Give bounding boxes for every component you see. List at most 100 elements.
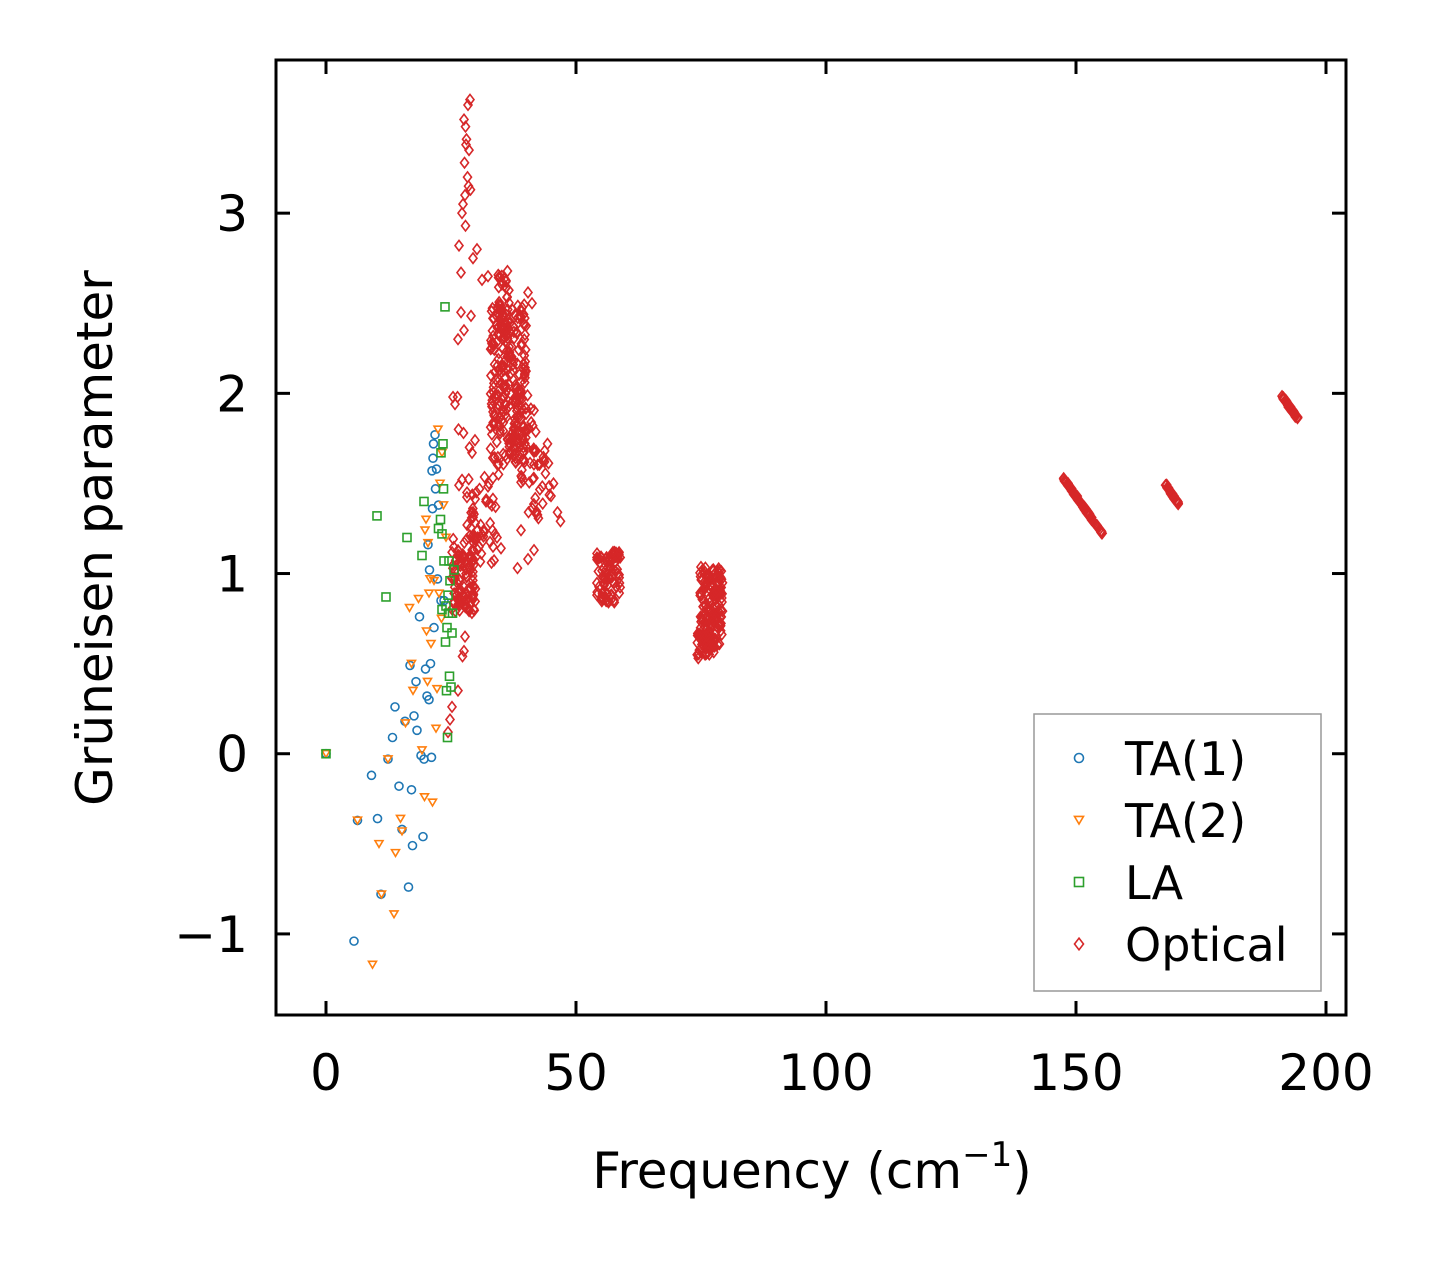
legend-item: LA <box>1073 856 1184 910</box>
data-point <box>695 610 706 624</box>
data-point <box>523 505 534 519</box>
data-point <box>482 269 494 283</box>
data-point <box>707 571 718 585</box>
data-point <box>444 671 455 682</box>
data-point <box>552 505 563 519</box>
x-axis-label: Frequency (cm−1) <box>592 1135 1032 1200</box>
x-tick-label: 150 <box>1028 1044 1123 1102</box>
data-point <box>442 725 454 739</box>
data-point <box>701 629 712 643</box>
data-point <box>531 444 542 458</box>
data-point <box>387 732 398 743</box>
data-point <box>537 497 548 511</box>
data-point <box>486 499 497 513</box>
data-point <box>447 570 458 584</box>
data-point <box>467 251 479 265</box>
x-tick-label: 50 <box>544 1044 608 1102</box>
data-point <box>1086 512 1097 526</box>
data-point <box>453 422 464 436</box>
data-point <box>416 746 428 756</box>
data-point <box>437 529 447 539</box>
data-point <box>456 473 468 487</box>
legend-marker <box>1073 815 1085 826</box>
data-point <box>455 305 467 319</box>
data-point <box>491 435 502 449</box>
data-point <box>470 533 481 547</box>
data-point <box>460 590 471 604</box>
data-point <box>516 463 527 477</box>
data-point <box>441 601 451 611</box>
data-point <box>480 494 492 508</box>
data-point <box>442 622 452 633</box>
data-point <box>518 454 529 468</box>
data-point <box>522 552 534 566</box>
data-point <box>1058 472 1069 486</box>
data-point <box>466 446 478 460</box>
data-point <box>485 442 496 456</box>
data-point <box>493 467 504 481</box>
data-point <box>522 285 534 299</box>
data-point <box>700 648 711 662</box>
data-point <box>532 458 543 472</box>
data-point <box>548 476 559 490</box>
plot-area-points <box>320 93 1303 970</box>
x-tick-label: 0 <box>310 1044 342 1102</box>
data-point <box>537 479 548 493</box>
data-point <box>400 719 411 729</box>
data-point <box>539 455 550 469</box>
data-point <box>405 660 415 671</box>
data-point <box>697 614 708 628</box>
data-point <box>495 426 506 440</box>
data-point <box>453 594 464 608</box>
data-point <box>470 492 481 506</box>
data-point <box>611 580 622 594</box>
data-point <box>526 415 537 429</box>
data-point <box>516 471 527 485</box>
data-point <box>693 647 704 661</box>
data-point <box>513 316 524 330</box>
data-point <box>608 545 619 559</box>
data-point <box>485 333 496 347</box>
data-point <box>424 565 435 575</box>
data-point <box>487 523 498 537</box>
data-point <box>487 492 498 506</box>
data-point <box>464 440 475 454</box>
data-point <box>372 813 383 824</box>
data-point <box>406 659 417 669</box>
data-point <box>698 600 709 614</box>
data-point <box>506 340 517 354</box>
data-point <box>1161 481 1172 495</box>
data-point <box>492 301 503 315</box>
legend-item: TA(1) <box>1073 732 1246 786</box>
data-point <box>489 416 500 430</box>
data-point <box>447 608 458 618</box>
data-point <box>428 439 439 449</box>
data-point <box>599 578 610 592</box>
data-point <box>464 93 476 107</box>
data-point <box>444 556 454 566</box>
series-la <box>321 302 459 759</box>
data-point <box>1292 410 1303 424</box>
data-point <box>426 752 437 763</box>
data-point <box>538 450 549 464</box>
data-point <box>1062 476 1074 490</box>
data-point <box>492 402 503 416</box>
data-point <box>479 470 490 484</box>
data-point <box>435 514 446 525</box>
data-point <box>459 630 471 644</box>
data-point <box>428 453 438 464</box>
data-point <box>458 426 469 440</box>
data-point <box>439 556 449 566</box>
data-point <box>449 565 459 575</box>
data-point <box>411 676 421 687</box>
data-point <box>458 323 470 337</box>
data-point <box>519 311 530 325</box>
data-point <box>487 451 499 465</box>
data-point <box>407 840 418 851</box>
data-point <box>498 364 509 378</box>
data-point <box>520 328 531 342</box>
y-tick-label: 0 <box>216 726 248 784</box>
data-point <box>597 586 608 600</box>
data-point <box>421 627 432 637</box>
data-point <box>388 910 400 920</box>
